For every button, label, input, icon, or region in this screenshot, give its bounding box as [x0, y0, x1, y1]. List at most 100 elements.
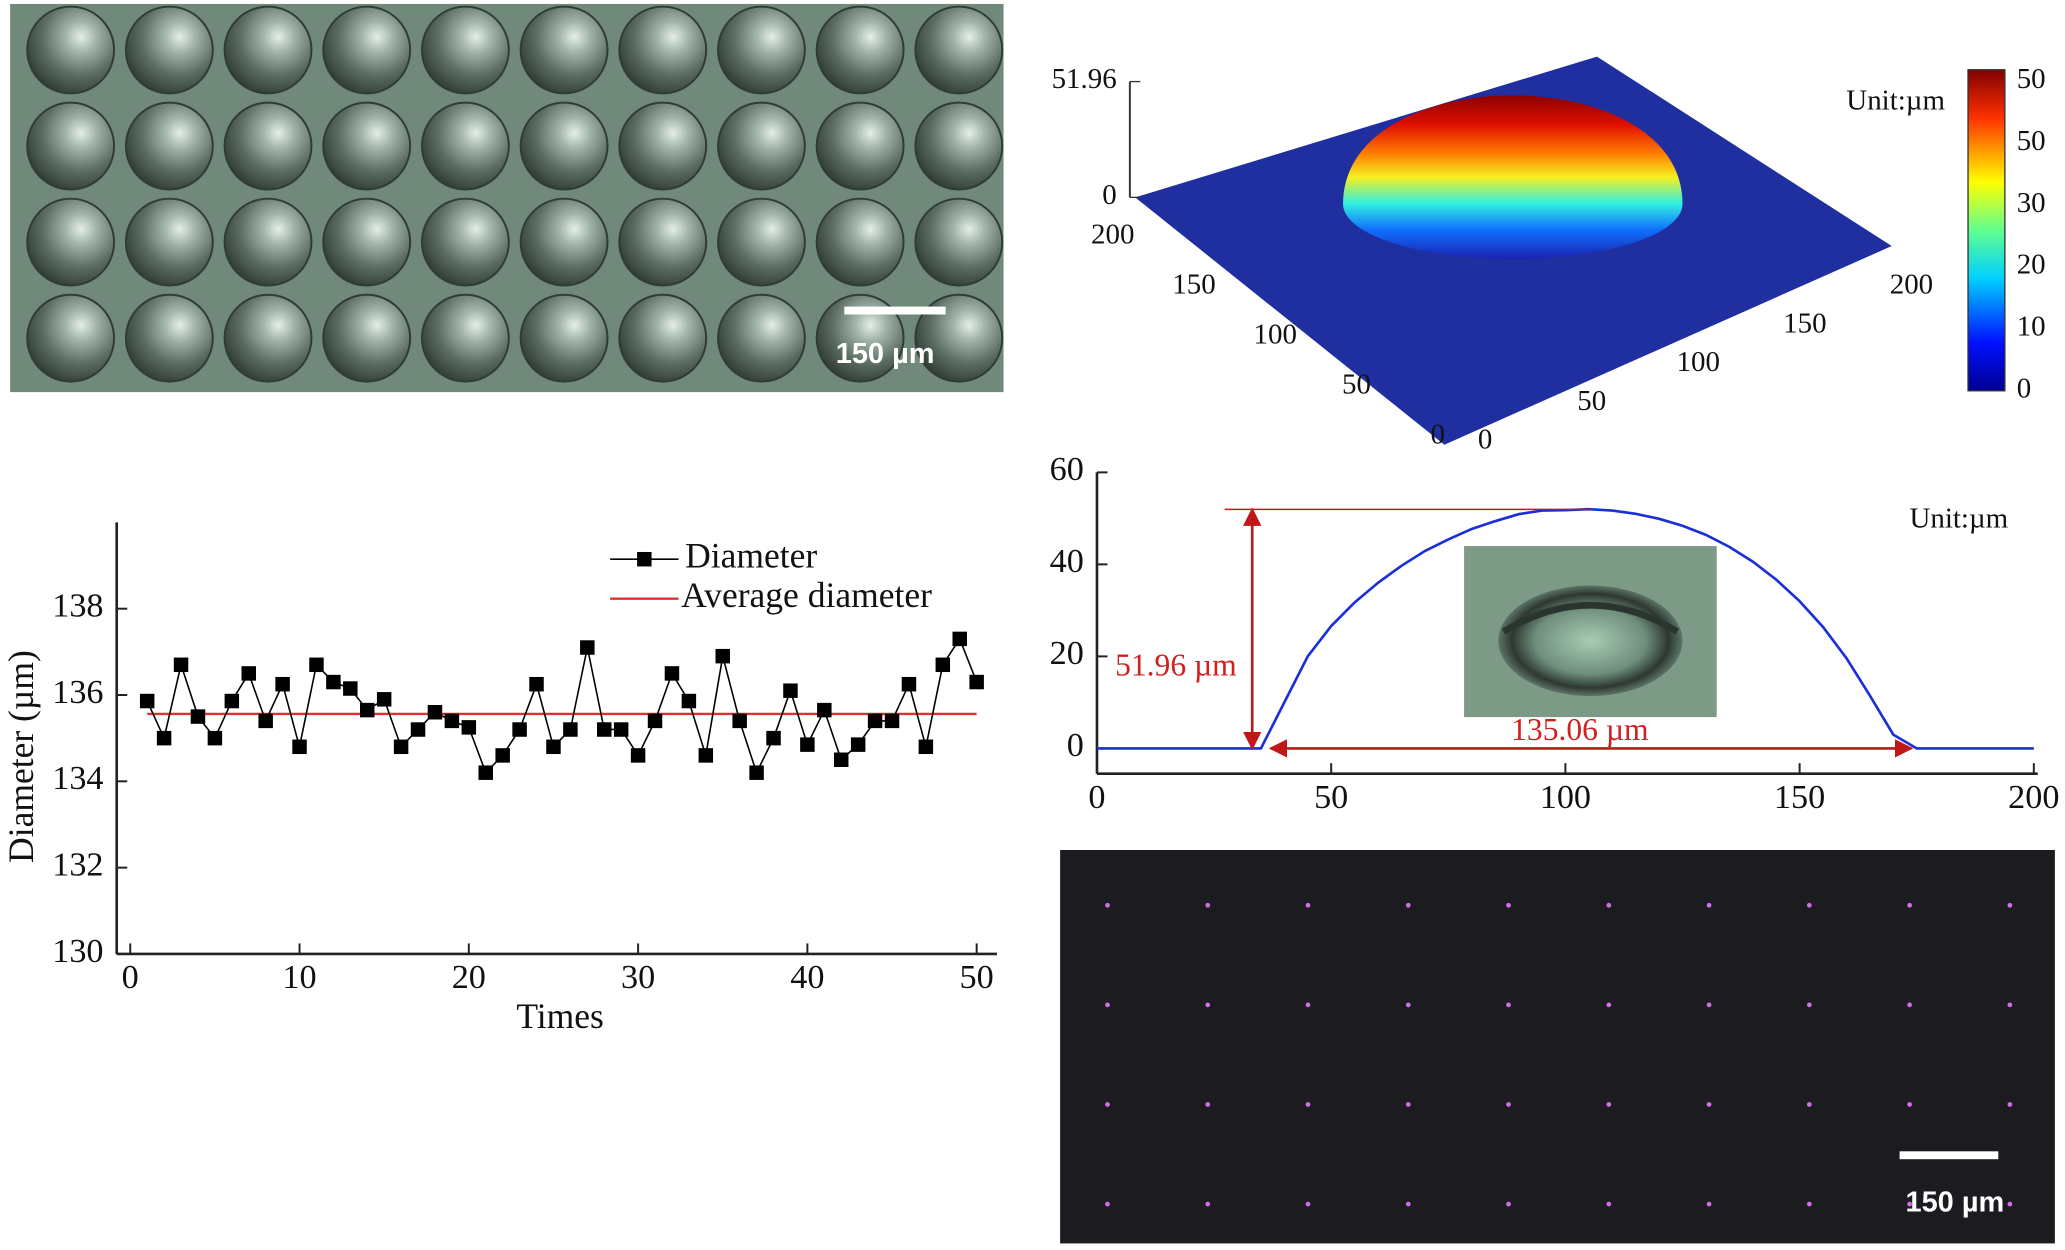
microlens [223, 197, 313, 287]
fluorescent-dot [1806, 902, 1812, 908]
microlens [26, 5, 116, 95]
fluorescence-image [1060, 850, 2055, 1244]
x-tick-label: 0 [1088, 779, 1105, 816]
y-tick-label: 138 [52, 588, 103, 625]
microlens [914, 197, 1004, 287]
width-label: 135.06 µm [1511, 712, 1649, 747]
data-marker [613, 722, 629, 737]
fluorescent-dot [1205, 1102, 1211, 1107]
data-marker [918, 739, 934, 755]
data-marker [630, 748, 646, 763]
height-label: 51.96 µm [1115, 648, 1237, 683]
microlens [26, 101, 116, 191]
z-tick-label: 51.96 [1052, 63, 1117, 95]
unit-label: Unit:µm [1846, 84, 1945, 116]
fluorescent-dot [1506, 1102, 1511, 1107]
microlens [26, 197, 116, 287]
data-marker [224, 693, 240, 709]
legend-label: Diameter [685, 535, 817, 575]
data-marker [343, 681, 358, 696]
data-marker [766, 730, 781, 746]
microlens [815, 5, 905, 95]
z-tick-label: 0 [1102, 179, 1116, 211]
data-marker [393, 739, 409, 755]
y-tick-label: 134 [52, 760, 103, 797]
y-tick-label: 0 [1067, 727, 1084, 764]
fluorescent-dot [1205, 1002, 1211, 1008]
unit-label: Unit:µm [1909, 503, 2008, 535]
microlens [322, 197, 412, 287]
microlens [322, 5, 412, 95]
fluorescent-dot [1706, 1201, 1712, 1207]
x-axis-title: Times [516, 996, 604, 1036]
fluorescent-dot [1907, 1102, 1912, 1107]
microlens [717, 293, 806, 383]
colorbar-tick-label: 10 [2017, 311, 2046, 343]
x-tick-label: 50 [1577, 385, 1606, 417]
data-marker [850, 737, 866, 752]
fluorescent-dot [1706, 1002, 1712, 1008]
microlens [618, 197, 708, 287]
y-tick-label: 0 [1431, 418, 1445, 450]
scale-bar [1899, 1151, 1999, 1160]
fluorescent-dot [2007, 1102, 2013, 1107]
data-line [146, 637, 978, 775]
y-tick-label: 200 [1091, 218, 1134, 250]
fluorescent-dot [1907, 1201, 1912, 1207]
scale-bar [844, 306, 946, 315]
microlens [223, 101, 313, 191]
fluorescent-dot [1305, 1002, 1311, 1008]
fluorescent-dot [1806, 1201, 1812, 1207]
x-tick-label: 100 [1540, 779, 1591, 816]
microlens [519, 293, 609, 383]
data-marker [173, 657, 189, 673]
fluorescent-dot [2007, 1201, 2013, 1207]
x-tick-label: 100 [1677, 346, 1720, 378]
microlens [519, 5, 609, 95]
microlens [420, 101, 510, 191]
data-marker [833, 752, 849, 767]
data-marker [749, 765, 764, 780]
fluorescent-dot [1105, 1002, 1110, 1008]
data-marker [817, 702, 832, 718]
microlens [322, 293, 412, 383]
microlens [519, 197, 609, 287]
fluorescent-dot [1506, 1002, 1511, 1008]
scale-bar-label: 150 µm [1906, 1187, 2005, 1219]
x-tick-label: 10 [282, 959, 316, 996]
microlens [223, 5, 313, 95]
fluorescent-dot [1907, 1002, 1912, 1008]
fluorescent-dot [1606, 1201, 1612, 1207]
fluorescent-dot [1105, 1102, 1110, 1107]
microlens [124, 101, 214, 191]
scale-bar-label: 150 µm [836, 338, 935, 370]
fluorescent-dot [1506, 1201, 1511, 1207]
data-marker [241, 666, 256, 681]
microlens [322, 101, 412, 191]
inset-lens-rim [1501, 601, 1679, 635]
data-marker [461, 720, 477, 735]
y-tick-label: 150 [1172, 268, 1215, 300]
fluorescent-dot [2007, 1002, 2013, 1008]
microlens [223, 293, 313, 383]
fluorescent-dot [1305, 1201, 1311, 1207]
x-tick-label: 40 [790, 959, 824, 996]
data-marker [309, 657, 324, 673]
data-marker [698, 748, 714, 763]
data-marker [326, 674, 341, 690]
microlens [914, 293, 1004, 383]
data-marker [190, 709, 206, 724]
x-tick-label: 150 [1783, 307, 1826, 339]
data-marker [952, 631, 967, 647]
y-axis-title: Diameter (µm) [1, 650, 41, 863]
x-tick-label: 200 [1890, 268, 1933, 300]
y-tick-label: 130 [52, 933, 103, 970]
microlens [815, 197, 905, 287]
data-marker [427, 705, 443, 720]
fluorescent-dot [1305, 902, 1311, 908]
y-tick-label: 40 [1050, 543, 1084, 580]
fluorescent-dot [1606, 1102, 1612, 1107]
data-marker [901, 676, 917, 692]
